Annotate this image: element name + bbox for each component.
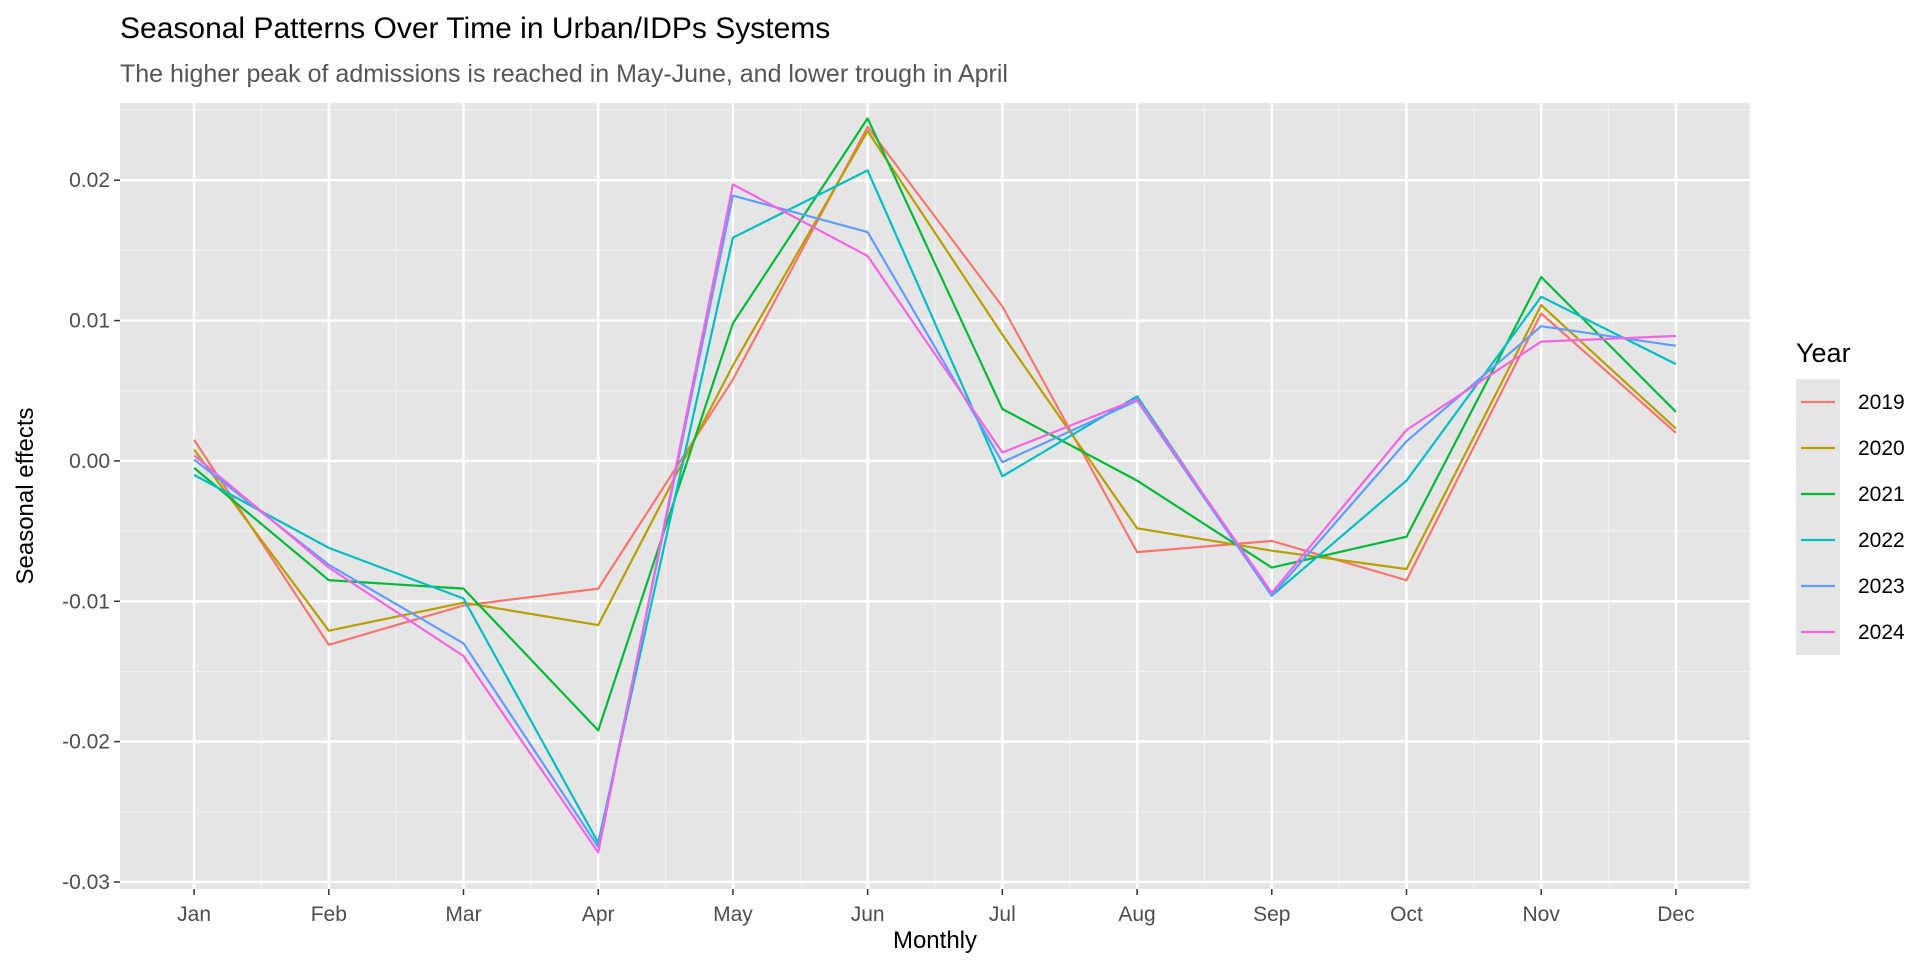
x-axis: Jan Feb Mar Apr May Jun Jul Aug Sep Oct Nov Dec	[177, 889, 1695, 926]
x-tick-label: Feb	[311, 903, 347, 926]
legend-label-2024: 2024	[1858, 621, 1905, 644]
x-axis-title: Monthly	[893, 927, 977, 954]
x-tick-label: Jun	[851, 903, 885, 926]
y-tick-label: 0.01	[69, 310, 110, 333]
x-tick-label: Aug	[1118, 903, 1155, 926]
series-line-2020	[193, 130, 1677, 632]
x-tick-label: Jul	[989, 903, 1016, 926]
legend-label-2021: 2021	[1858, 483, 1905, 506]
y-tick-label: -0.02	[62, 731, 110, 754]
x-tick-label: Dec	[1657, 903, 1694, 926]
x-tick-label: Apr	[582, 903, 615, 926]
legend-label-2019: 2019	[1858, 391, 1905, 414]
x-tick-label: Mar	[445, 903, 481, 926]
x-tick-label: May	[713, 903, 753, 926]
series-line-2023	[193, 194, 1677, 849]
series-line-2019	[193, 125, 1677, 646]
y-tick-label: -0.03	[62, 871, 110, 894]
x-tick-label: Nov	[1523, 903, 1561, 926]
x-tick-label: Oct	[1390, 903, 1423, 926]
y-tick-label: -0.01	[62, 590, 110, 613]
x-tick-label: Sep	[1253, 903, 1290, 926]
x-tick-label: Jan	[177, 903, 211, 926]
legend: Year 2019 2020 2021 2022 2023 2024	[1796, 338, 1905, 655]
y-tick-label: 0.00	[69, 450, 110, 473]
chart-subtitle: The higher peak of admissions is reached…	[120, 60, 1008, 88]
y-tick-label: 0.02	[69, 169, 110, 192]
legend-title: Year	[1796, 338, 1851, 368]
series-line-2024	[193, 183, 1676, 854]
series-line-2022	[193, 169, 1677, 844]
y-axis-title: Seasonal effects	[12, 407, 39, 584]
major-gridlines	[120, 103, 1750, 889]
y-axis: -0.03 -0.02 -0.01 0.00 0.01 0.02	[62, 169, 120, 894]
legend-key-background	[1796, 379, 1840, 655]
series-line-2021	[193, 117, 1677, 732]
legend-label-2023: 2023	[1858, 575, 1905, 598]
legend-label-2022: 2022	[1858, 529, 1905, 552]
series-lines	[193, 117, 1677, 854]
legend-label-2020: 2020	[1858, 437, 1905, 460]
chart-title: Seasonal Patterns Over Time in Urban/IDP…	[120, 12, 830, 45]
